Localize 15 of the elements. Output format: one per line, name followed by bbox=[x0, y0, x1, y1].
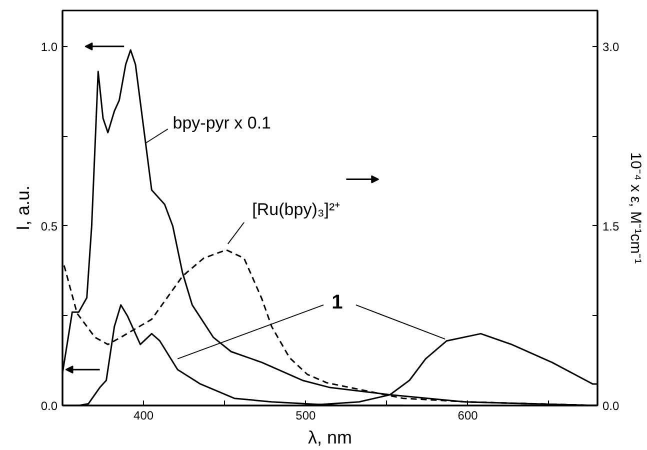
x-tick-label: 600 bbox=[458, 408, 478, 422]
x-tick-label: 500 bbox=[296, 408, 316, 422]
x-axis-title: λ, nm bbox=[308, 428, 352, 448]
y-tick-label: 1.0 bbox=[40, 40, 58, 54]
annotation: [Ru(bpy)₃]²⁺ bbox=[252, 200, 341, 219]
y-tick-label: 0.0 bbox=[40, 399, 58, 413]
annotation: 1 bbox=[332, 292, 343, 314]
y2-tick-label: 3.0 bbox=[602, 40, 620, 54]
y2-tick-label: 1.5 bbox=[602, 219, 620, 234]
y-tick-label: 0.5 bbox=[40, 219, 58, 234]
y2-axis-title: 10⁻⁴ x ε, M⁻¹cm⁻¹ bbox=[627, 152, 644, 264]
x-tick-label: 400 bbox=[134, 408, 154, 422]
annotation: bpy-pyr x 0.1 bbox=[172, 114, 272, 133]
y2-tick-label: 0.0 bbox=[602, 399, 620, 413]
y-axis-title: I, a.u. bbox=[12, 185, 33, 231]
